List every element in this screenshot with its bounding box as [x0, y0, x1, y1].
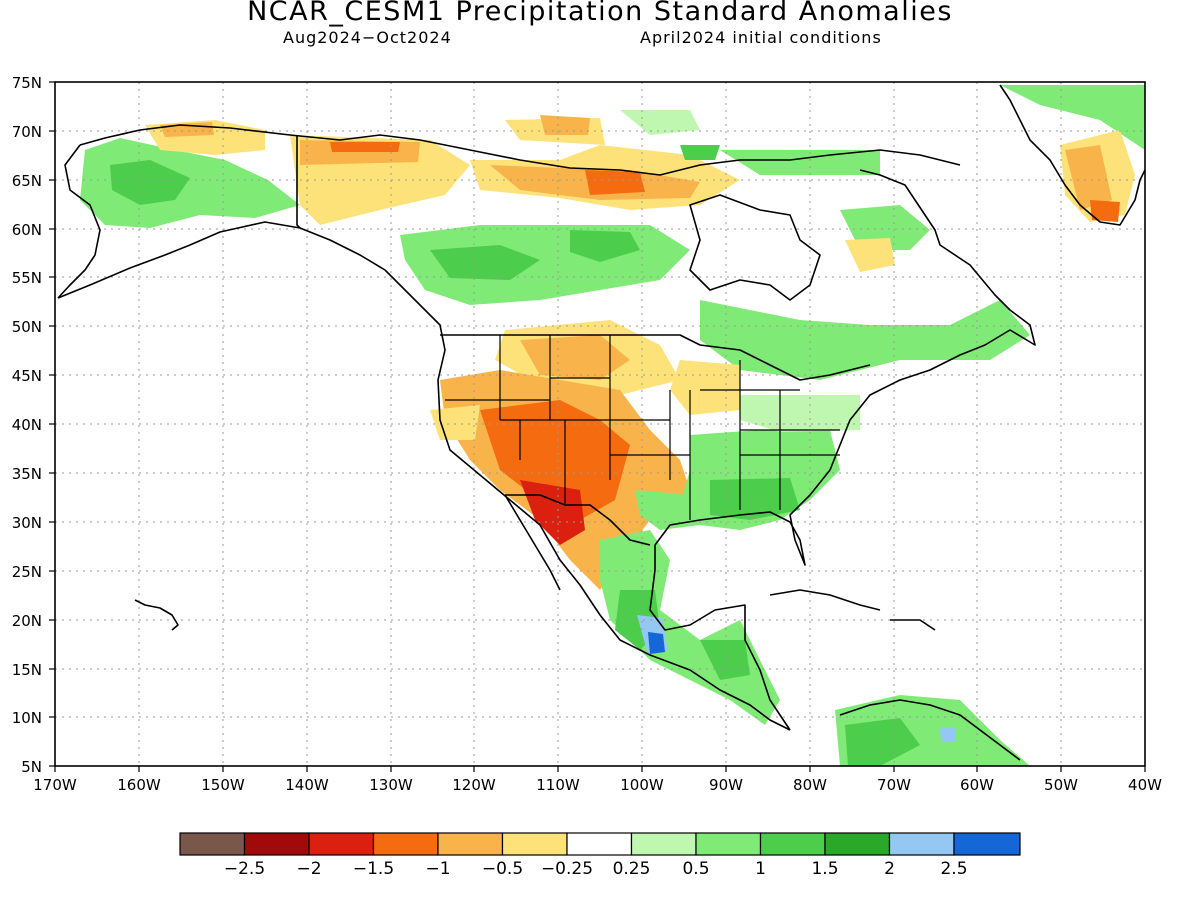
legend-swatch — [501, 832, 568, 856]
legend-label: 2.5 — [940, 859, 967, 879]
legend-label: 1.5 — [811, 859, 838, 879]
cuba — [769, 589, 881, 611]
lat-label: 45N — [12, 367, 42, 385]
legend-swatch — [824, 832, 891, 856]
legend-label: −2.5 — [224, 859, 265, 879]
lat-label: 75N — [12, 74, 42, 92]
lat-label: 5N — [21, 758, 42, 776]
lat-label: 55N — [12, 269, 42, 287]
coastlines — [57, 84, 1145, 761]
lat-label: 15N — [12, 661, 42, 679]
legend-swatch — [243, 832, 310, 856]
alaska-west — [57, 144, 101, 299]
lat-label: 30N — [12, 514, 42, 532]
tick-marks — [49, 81, 1146, 772]
lon-label: 140W — [285, 776, 329, 794]
lat-label: 50N — [12, 318, 42, 336]
longitude-labels: 170W 160W 150W 140W 130W 120W 110W 100W … — [33, 776, 1162, 794]
lon-label: 80W — [793, 776, 827, 794]
legend-label: 1 — [755, 859, 766, 879]
hispaniola — [890, 619, 936, 631]
lon-label: 40W — [1128, 776, 1162, 794]
us-state-lines — [445, 335, 840, 520]
lon-label: 110W — [536, 776, 580, 794]
legend-label: −0.25 — [541, 859, 593, 879]
legend-label: 2 — [884, 859, 895, 879]
legend-colorbar — [179, 832, 1021, 856]
us-mexico-border — [505, 494, 651, 546]
latitude-labels: 75N 70N 65N 60N 55N 50N 45N 40N 35N 30N … — [12, 74, 42, 776]
alaska-border — [296, 135, 301, 229]
legend-label: −0.5 — [482, 859, 523, 879]
lon-label: 90W — [709, 776, 743, 794]
lon-label: 170W — [33, 776, 77, 794]
lat-label: 70N — [12, 123, 42, 141]
legend-swatch — [630, 832, 697, 856]
legend-swatch — [566, 832, 633, 856]
lat-label: 40N — [12, 416, 42, 434]
legend-label: −1 — [425, 859, 450, 879]
legend-labels: −2.5 −2 −1.5 −1 −0.5 −0.25 0.25 0.5 1 1.… — [224, 859, 968, 879]
lon-label: 50W — [1044, 776, 1078, 794]
lon-label: 130W — [369, 776, 413, 794]
legend-swatch — [372, 832, 439, 856]
legend-label: −1.5 — [353, 859, 394, 879]
initial-conditions: April2024 initial conditions — [640, 28, 882, 47]
lat-label: 60N — [12, 221, 42, 239]
legend-swatch — [888, 832, 955, 856]
legend-label: 0.5 — [682, 859, 709, 879]
legend-label: 0.25 — [613, 859, 651, 879]
legend-swatch — [695, 832, 762, 856]
lon-label: 60W — [960, 776, 994, 794]
baja — [504, 494, 561, 591]
lon-label: 120W — [452, 776, 496, 794]
legend-swatch — [759, 832, 826, 856]
greenland — [999, 84, 1145, 226]
legend-swatch — [179, 832, 246, 856]
lat-label: 10N — [12, 709, 42, 727]
lon-label: 100W — [620, 776, 664, 794]
legend-swatch — [308, 832, 375, 856]
lat-label: 65N — [12, 172, 42, 190]
map-title: NCAR_CESM1 Precipitation Standard Anomal… — [247, 0, 953, 27]
legend-swatch — [953, 832, 1021, 856]
legend-swatch — [437, 832, 504, 856]
lat-label: 20N — [12, 612, 42, 630]
legend-label: −2 — [296, 859, 321, 879]
hudson-bay — [689, 194, 821, 301]
anomaly-field — [80, 85, 1145, 766]
lon-label: 160W — [117, 776, 161, 794]
graticule — [55, 82, 1145, 766]
south-america — [839, 699, 1021, 761]
lat-label: 25N — [12, 563, 42, 581]
hawaii — [134, 599, 179, 631]
us-canada-border — [440, 334, 871, 381]
lon-label: 70W — [877, 776, 911, 794]
north-america-coast — [57, 221, 791, 731]
lon-label: 150W — [201, 776, 245, 794]
arctic-coast — [79, 124, 961, 176]
lat-label: 35N — [12, 465, 42, 483]
gulf-coast — [649, 169, 1036, 731]
forecast-period: Aug2024−Oct2024 — [283, 28, 452, 47]
